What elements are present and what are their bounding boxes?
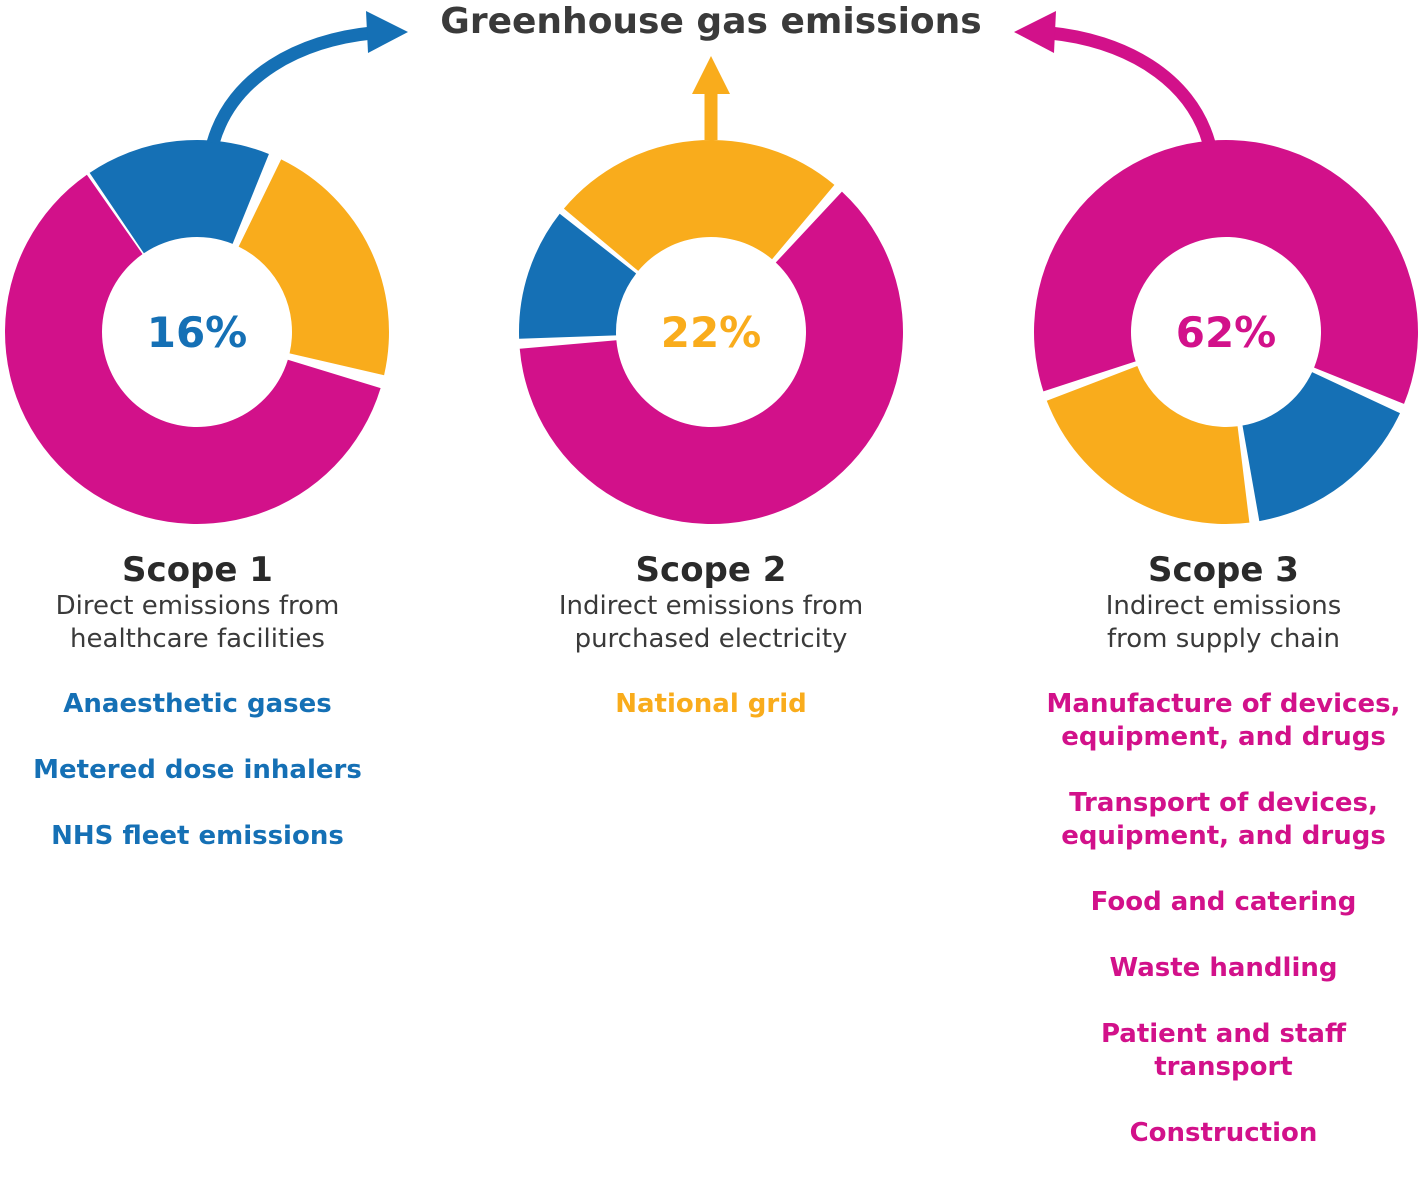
scope-2-center-percent: 22%: [661, 308, 762, 357]
scope-2-column: Scope 2 Indirect emissions from purchase…: [509, 548, 913, 754]
scope-3-description-line-2: from supply chain: [1106, 624, 1341, 654]
scope-1-source-item: Metered dose inhalers: [0, 754, 395, 787]
source-item-line: equipment, and drugs: [1061, 722, 1386, 752]
scope-1-donut-segment-1: [89, 139, 269, 254]
scope-1-description-line-1: Direct emissions from: [55, 591, 340, 621]
source-item-line: Food and catering: [1090, 887, 1357, 917]
source-item-line: National grid: [615, 689, 807, 719]
source-item-line: Anaesthetic gases: [63, 689, 332, 719]
scope-2-donut-segment-3: [519, 213, 637, 339]
source-item-line: Metered dose inhalers: [33, 755, 362, 785]
donut-graphic: 16% 22% 62%: [5, 11, 1418, 525]
scope-3-column: Scope 3 Indirect emissions from supply c…: [1025, 548, 1422, 1183]
scope-1-title: Scope 1: [122, 550, 273, 590]
source-item-line: Manufacture of devices,: [1046, 689, 1401, 719]
scope-1-donut-segment-3: [5, 174, 381, 524]
chart-title: Greenhouse gas emissions: [440, 1, 982, 42]
scope-1-source-item: Anaesthetic gases: [0, 688, 395, 721]
scope-3-arrow-shaft-icon: [1049, 26, 1216, 145]
scope-3-source-list: Manufacture of devices, equipment, and dr…: [1025, 688, 1422, 1150]
scope-1-description-line-2: healthcare facilities: [70, 624, 325, 654]
scope-1-source-list: Anaesthetic gases Metered dose inhalers NH…: [0, 688, 395, 853]
scope-1-donut-segment-2: [238, 159, 389, 376]
scope-3-source-item: Construction: [1025, 1117, 1422, 1150]
scope-3-arrow-head-icon: [1014, 11, 1056, 53]
scope-3-source-item: Transport of devices, equipment, and drug…: [1025, 787, 1422, 853]
scope-3-source-item: Food and catering: [1025, 886, 1422, 919]
scope-3-donut-segment-3: [1046, 366, 1250, 524]
scope-2-donut-segment-2: [519, 191, 903, 525]
scope-2-arrow-head-icon: [692, 56, 730, 94]
scope-3-title: Scope 3: [1148, 550, 1299, 590]
scope-2-source-list: National grid: [509, 688, 913, 721]
source-item-line: equipment, and drugs: [1061, 821, 1386, 851]
scope-1-source-item: NHS fleet emissions: [0, 820, 395, 853]
scope-3-center-percent: 62%: [1176, 308, 1277, 357]
scope-3-donut-segment-2: [1242, 372, 1401, 522]
scope-1-arrow-shaft-icon: [206, 26, 373, 145]
scope-1-description: Direct emissions from healthcare facilit…: [0, 590, 395, 656]
source-item-line: NHS fleet emissions: [51, 821, 344, 851]
scope-2-description: Indirect emissions from purchased electr…: [509, 590, 913, 656]
scope-1-center-percent: 16%: [147, 308, 248, 357]
scope-1-column: Scope 1 Direct emissions from healthcare…: [0, 548, 395, 886]
scope-3-source-item: Patient and staff transport: [1025, 1018, 1422, 1084]
scope-3-source-item: Manufacture of devices, equipment, and dr…: [1025, 688, 1422, 754]
source-item-line: Transport of devices,: [1069, 788, 1378, 818]
scope-1-arrow-head-icon: [366, 11, 408, 53]
source-item-line: transport: [1154, 1052, 1293, 1082]
scope-3-description: Indirect emissions from supply chain: [1025, 590, 1422, 656]
source-item-line: Patient and staff: [1100, 1019, 1347, 1049]
scope-3-description-line-1: Indirect emissions: [1105, 591, 1342, 621]
scope-3-source-item: Waste handling: [1025, 952, 1422, 985]
scope-2-description-line-1: Indirect emissions from: [558, 591, 864, 621]
source-item-line: Construction: [1129, 1118, 1318, 1148]
scope-2-source-item: National grid: [509, 688, 913, 721]
scope-2-donut-segment-1: [563, 140, 835, 271]
scope-3-donut-segment-1: [1034, 140, 1418, 404]
scope-2-title: Scope 2: [635, 550, 787, 590]
scope-2-description-line-2: purchased electricity: [574, 624, 848, 654]
source-item-line: Waste handling: [1109, 953, 1338, 983]
